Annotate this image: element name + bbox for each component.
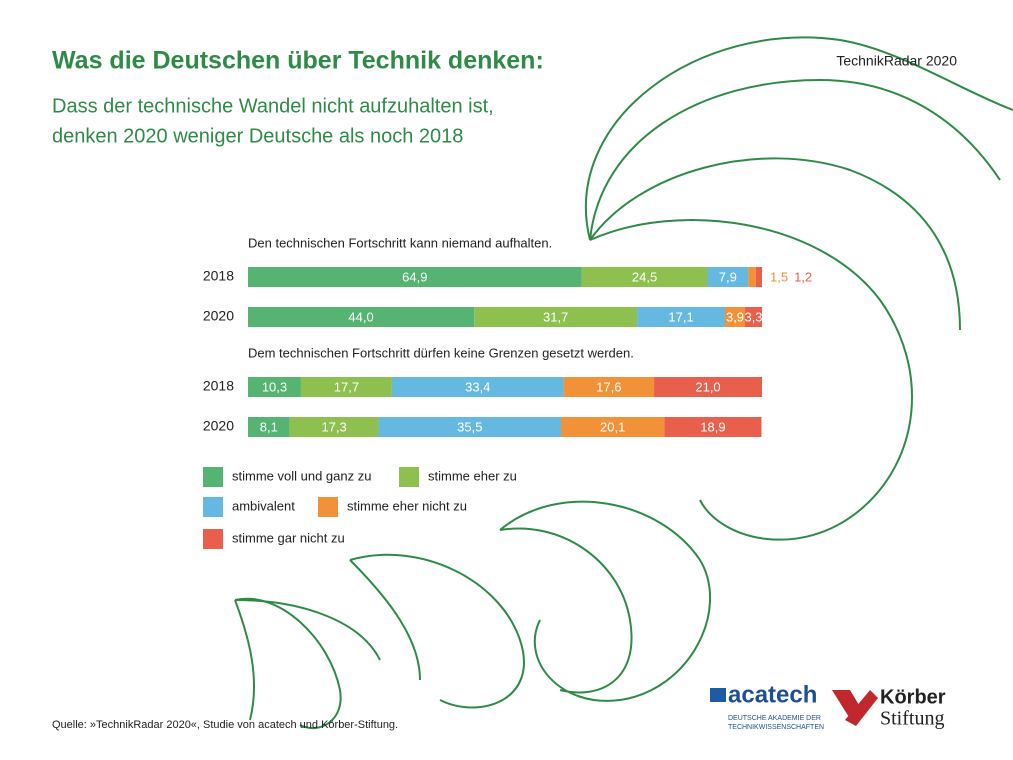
- bar-segment: [745, 307, 762, 327]
- bar-segment: [248, 307, 475, 327]
- value-label: 17,7: [334, 379, 359, 394]
- bar-segment: [654, 377, 762, 397]
- bar-segment: [563, 377, 655, 397]
- bar-segment: [748, 267, 756, 287]
- value-label: 8,1: [260, 419, 278, 434]
- bar-segment: [561, 417, 665, 437]
- value-label: 17,1: [668, 309, 693, 324]
- subtitle: Dass der technische Wandel nicht aufzuha…: [52, 95, 494, 117]
- value-label: 35,5: [457, 419, 482, 434]
- logo-subtext: TECHNIKWISSENSCHAFTEN: [728, 724, 824, 731]
- value-label: 64,9: [402, 269, 427, 284]
- value-label: 18,9: [700, 419, 725, 434]
- bar-segment: [581, 267, 708, 287]
- legend-label: stimme gar nicht zu: [232, 530, 345, 545]
- bar-segment: [755, 267, 762, 287]
- value-label: 20,1: [600, 419, 625, 434]
- bar-segment: [248, 377, 301, 397]
- value-label: 3,3: [744, 309, 762, 324]
- value-label: 31,7: [543, 309, 568, 324]
- logo-text: Stiftung: [880, 708, 944, 730]
- value-label: 21,0: [695, 379, 720, 394]
- bar-segment: [391, 377, 564, 397]
- bar-segment: [248, 267, 582, 287]
- logo-subtext: DEUTSCHE AKADEMIE DER: [728, 715, 821, 722]
- legend-swatch: [203, 467, 223, 487]
- logo-mark: [710, 688, 726, 702]
- title: Was die Deutschen über Technik denken:: [52, 47, 544, 75]
- value-label: 17,6: [596, 379, 621, 394]
- logo-text: Körber: [880, 686, 946, 708]
- value-label: 1,5: [770, 269, 788, 284]
- y-tick-label: 2018: [203, 268, 234, 284]
- subtitle: denken 2020 weniger Deutsche als noch 20…: [52, 125, 463, 147]
- value-label: 10,3: [262, 379, 287, 394]
- bar-segment: [378, 417, 562, 437]
- value-label: 17,3: [321, 419, 346, 434]
- badge: TechnikRadar 2020: [836, 53, 957, 69]
- bar-segment: [289, 417, 379, 437]
- panel-title: Den technischen Fortschritt kann niemand…: [248, 235, 552, 250]
- legend-label: stimme eher nicht zu: [347, 498, 467, 513]
- bar-segment: [664, 417, 762, 437]
- value-label: 7,9: [719, 269, 737, 284]
- y-tick-label: 2020: [203, 418, 234, 434]
- legend-swatch: [318, 497, 338, 517]
- value-label: 3,9: [726, 309, 744, 324]
- bar-segment: [637, 307, 725, 327]
- value-label: 24,5: [632, 269, 657, 284]
- legend-swatch: [399, 467, 419, 487]
- legend-label: ambivalent: [232, 498, 295, 513]
- bar-segment: [474, 307, 638, 327]
- legend-swatch: [203, 529, 223, 549]
- y-tick-label: 2020: [203, 308, 234, 324]
- legend-swatch: [203, 497, 223, 517]
- value-label: 1,2: [794, 269, 812, 284]
- logo-mark: [832, 690, 878, 726]
- bar-segment: [300, 377, 392, 397]
- legend-label: stimme eher zu: [428, 468, 517, 483]
- bar-segment: [707, 267, 749, 287]
- legend-label: stimme voll und ganz zu: [232, 468, 371, 483]
- decoration: [234, 36, 1013, 730]
- panel-title: Dem technischen Fortschritt dürfen keine…: [248, 345, 634, 360]
- value-label: 33,4: [465, 379, 490, 394]
- logo-text: acatech: [728, 681, 817, 708]
- bar-segment: [724, 307, 746, 327]
- y-tick-label: 2018: [203, 378, 234, 394]
- value-label: 44,0: [348, 309, 373, 324]
- source: Quelle: »TechnikRadar 2020«, Studie von …: [52, 719, 398, 731]
- bar-segment: [248, 417, 290, 437]
